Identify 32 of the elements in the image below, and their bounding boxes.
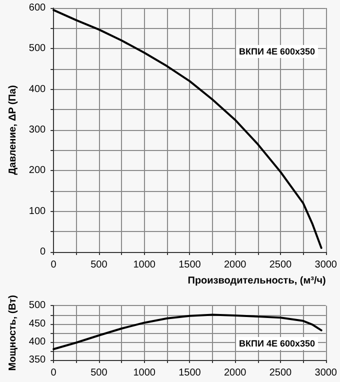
- annotation: ВКПИ 4E 600x350: [239, 338, 316, 348]
- x-axis-title: Производительность, (м³/ч): [188, 276, 326, 286]
- y-tick-label: 400: [28, 336, 46, 348]
- y-tick-label: 0: [40, 246, 46, 258]
- x-tick-label: 0: [50, 368, 57, 378]
- line-series: [52, 314, 322, 350]
- y-tick-label: 500: [28, 300, 46, 312]
- x-tick-label: 3000: [314, 260, 338, 270]
- x-tick-label: 2000: [224, 368, 247, 378]
- y-tick-label: 100: [28, 206, 46, 217]
- y-tick-label: 600: [28, 2, 46, 14]
- y-tick-label: 350: [28, 354, 46, 366]
- y-tick-label: 300: [28, 124, 46, 136]
- y-tick-label: 200: [28, 165, 46, 176]
- x-tick-label: 500: [90, 368, 108, 378]
- x-tick-label: 3000: [314, 368, 338, 378]
- annotation: ВКПИ 4E 600x350: [239, 46, 316, 56]
- x-tick-label: 1500: [178, 368, 202, 378]
- x-tick-label: 1000: [133, 260, 156, 270]
- y-tick-label: 500: [28, 43, 46, 54]
- x-tick-label: 1000: [133, 368, 156, 378]
- line-series: [52, 9, 322, 249]
- x-tick-label: 0: [50, 260, 57, 270]
- x-tick-label: 500: [90, 260, 108, 270]
- x-tick-label: 1500: [178, 260, 202, 270]
- y-tick-label: 450: [28, 318, 46, 330]
- x-tick-label: 2500: [269, 368, 292, 378]
- y-axis-title: Мощность, (Вт): [8, 295, 18, 371]
- x-tick-label: 2000: [224, 260, 247, 270]
- y-tick-label: 400: [28, 84, 46, 95]
- x-tick-label: 2500: [269, 260, 292, 270]
- y-axis-title: Давление, ΔP (Па): [8, 85, 18, 175]
